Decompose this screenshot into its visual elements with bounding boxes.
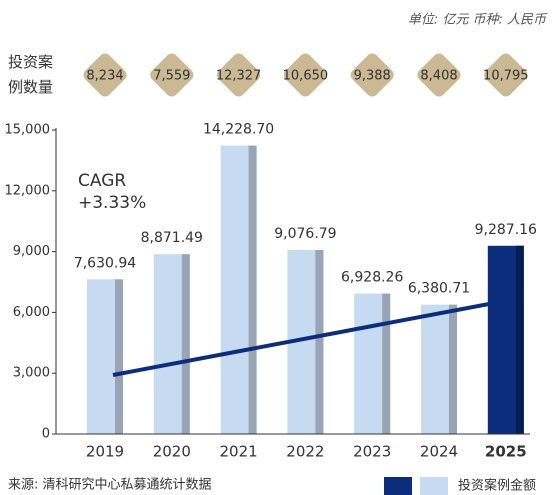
- bar-side: [515, 245, 524, 434]
- count-label: 7,559: [153, 69, 190, 84]
- source: 来源: 清科研究中心私募通统计数据: [8, 478, 212, 493]
- value-label: 7,630.94: [74, 255, 136, 271]
- count-label: 8,408: [420, 69, 457, 84]
- x-tick-label: 2023: [353, 443, 391, 461]
- bar-side: [115, 279, 123, 434]
- y-tick-label: 3,000: [13, 366, 50, 381]
- annotation-value: +3.33%: [78, 193, 146, 213]
- count-label: 9,388: [354, 69, 391, 84]
- value-label: 6,380.71: [408, 281, 470, 297]
- value-label: 14,228.70: [203, 122, 274, 138]
- value-label: 9,287.16: [475, 222, 537, 238]
- x-tick-label: 2020: [153, 443, 191, 461]
- count-label: 10,795: [483, 69, 529, 84]
- count-diamond: [150, 53, 194, 97]
- cagr-arrow: [112, 293, 514, 377]
- legend-label: 投资案例金额: [458, 478, 536, 494]
- count-label: 8,234: [86, 69, 123, 84]
- bar-side: [181, 254, 190, 434]
- bar-side: [449, 304, 457, 434]
- x-tick-label: 2025: [485, 443, 527, 461]
- x-tick-label: 2021: [220, 443, 258, 461]
- y-tick-label: 15,000: [5, 123, 51, 138]
- value-label: 8,871.49: [141, 230, 203, 246]
- y-tick-label: 0: [42, 427, 50, 442]
- value-label: 9,076.79: [274, 226, 336, 242]
- legend-swatch: [420, 477, 448, 495]
- bar-side: [315, 250, 324, 434]
- count-label: 投资案例数量: [8, 53, 54, 96]
- x-tick-label: 2019: [86, 443, 124, 461]
- count-diamond: [217, 53, 261, 97]
- y-tick-label: 12,000: [5, 183, 51, 198]
- count-diamond: [283, 53, 327, 97]
- count-label: 12,327: [216, 69, 262, 84]
- legend-swatch: [384, 477, 412, 495]
- unit-note: 单位: 亿元 币种: 人民币: [408, 12, 548, 28]
- bar-side: [248, 145, 257, 434]
- y-tick-label: 9,000: [13, 244, 50, 259]
- count-label: 10,650: [283, 69, 329, 84]
- count-diamond: [83, 53, 127, 97]
- value-label: 6,928.26: [341, 270, 403, 286]
- count-diamond: [417, 53, 461, 97]
- count-diamond: [350, 53, 394, 97]
- x-tick-label: 2022: [286, 443, 324, 461]
- y-tick-label: 6,000: [13, 305, 50, 320]
- annotation: CAGR: [78, 171, 126, 191]
- bar-side: [382, 293, 391, 434]
- count-diamond: [484, 53, 528, 97]
- x-tick-label: 2024: [420, 443, 458, 461]
